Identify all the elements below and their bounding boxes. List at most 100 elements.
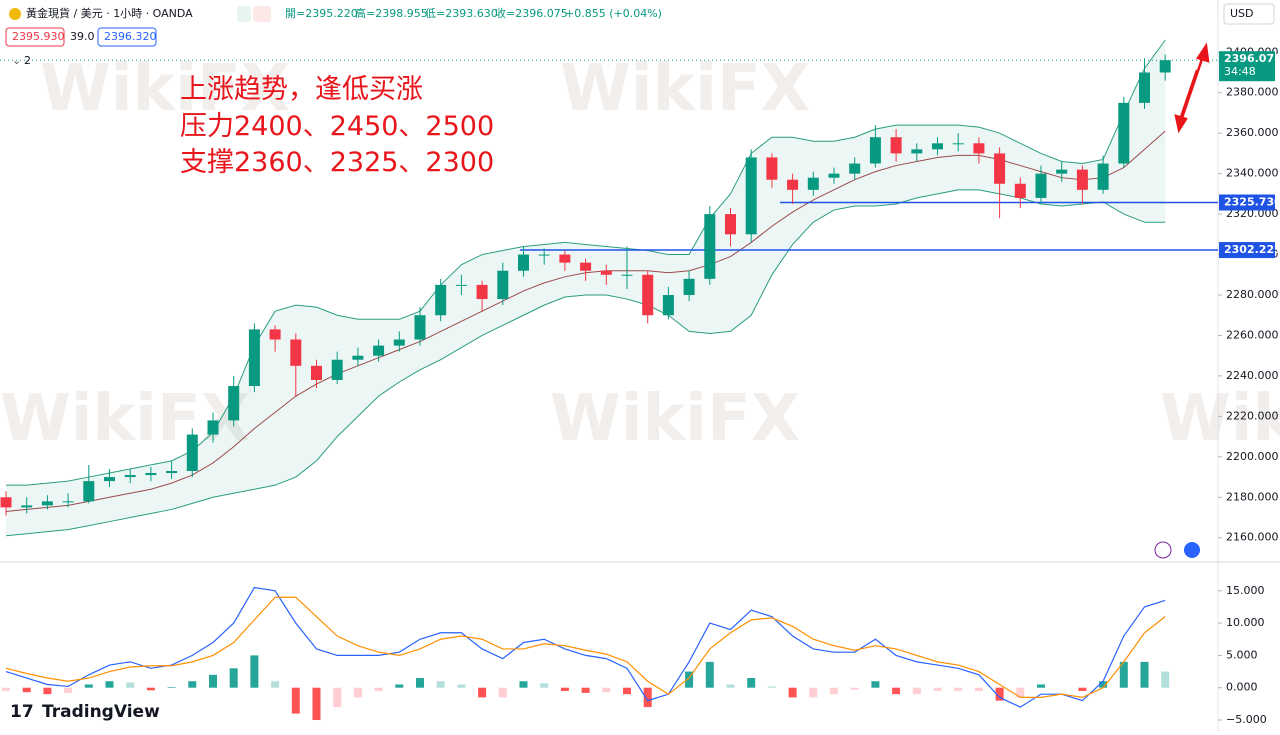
spread: 39.0 (70, 30, 95, 43)
histogram-bar (974, 687, 983, 691)
candle-body (290, 339, 302, 366)
watermark: WikiFX (40, 52, 290, 126)
candle-body (1139, 72, 1150, 103)
y-tick-label: 0.000 (1226, 681, 1258, 694)
y-tick-label: 5.000 (1226, 648, 1258, 661)
histogram-bar (1016, 687, 1025, 698)
histogram-bar (871, 681, 880, 688)
candle-body (704, 214, 716, 279)
candle-body (849, 163, 861, 174)
candle-body (911, 149, 923, 154)
candle-body (352, 355, 364, 360)
ohlc-open: 開=2395.220 (285, 7, 358, 20)
candle-body (745, 157, 757, 235)
histogram-bar (395, 684, 404, 688)
watermark: WikiFX (1160, 382, 1280, 456)
y-tick-label: 2160.000 (1226, 531, 1279, 544)
candle-body (1035, 173, 1047, 198)
candle-body (62, 501, 74, 503)
histogram-bar (436, 681, 445, 688)
histogram-bar (333, 687, 342, 708)
flag-icon[interactable] (1184, 542, 1200, 558)
histogram-bar (457, 684, 466, 688)
histogram-bar (105, 681, 114, 688)
histogram-bar (478, 687, 487, 698)
ohlc-low: 低=2393.630 (425, 7, 498, 20)
brand-logo: 17 (10, 702, 34, 722)
histogram-bar (312, 687, 321, 721)
eye-icon[interactable] (237, 6, 251, 22)
histogram-bar (767, 686, 776, 688)
histogram-bar (1161, 671, 1170, 688)
candle-body (683, 278, 695, 296)
histogram-bar (22, 687, 31, 693)
sell-button[interactable] (5, 27, 65, 47)
candle-body (455, 284, 467, 286)
candle-body (600, 270, 612, 275)
plot: 2160.000 2180.000 2200.000 2220.000 2240.000… (0, 39, 1280, 726)
candle-body (269, 329, 281, 340)
histogram-bar (291, 687, 300, 714)
histogram-bar (2, 687, 10, 691)
buy-button[interactable] (97, 27, 157, 47)
candle-body (869, 137, 881, 164)
candle-body (186, 434, 198, 471)
candle-body (1118, 102, 1130, 164)
alert-icon[interactable] (1154, 541, 1172, 559)
histogram-bar (416, 678, 424, 688)
histogram-bar (353, 687, 362, 698)
histogram-bar (954, 687, 963, 691)
candle-body (787, 179, 799, 190)
indicator-count: 2 (24, 54, 31, 67)
annotation: 上涨趋势，逢低买涨 (180, 74, 423, 105)
histogram-bar (747, 678, 756, 688)
arrow-up (1178, 55, 1205, 125)
candle-body (994, 153, 1006, 184)
histogram-bar (560, 687, 569, 691)
candle-body (311, 365, 322, 380)
y-tick-label: 2220.000 (1226, 409, 1279, 422)
histogram-bar (830, 687, 838, 695)
y-tick-label: 2180.000 (1226, 490, 1279, 503)
candle-body (662, 295, 674, 316)
histogram-bar (540, 683, 549, 688)
annotation: 支撑2360、2325、2300 (180, 147, 494, 178)
candle-body (1014, 183, 1026, 198)
histogram-bar (498, 687, 507, 698)
y-tick-label: 2240.000 (1226, 369, 1279, 382)
candle-body (21, 505, 33, 508)
watermark: WikiFX (550, 382, 800, 456)
candle-body (973, 143, 985, 154)
histogram-bar (229, 668, 238, 688)
candle-body (41, 501, 53, 506)
histogram-bar (643, 687, 652, 708)
level-label: 2302.225 (1224, 243, 1280, 256)
histogram-bar (602, 687, 611, 693)
histogram-bar (374, 687, 383, 691)
last-price-tag (1219, 51, 1275, 82)
candle-body (1076, 169, 1088, 190)
candle-body (952, 143, 964, 145)
candle-body (766, 157, 778, 180)
histogram-bar (933, 687, 942, 691)
histogram-bar (1140, 661, 1149, 688)
candle-body (207, 420, 219, 435)
level-tag (1219, 242, 1275, 259)
forecast-arrows (1174, 42, 1210, 134)
histogram-bar (705, 661, 714, 688)
ohlc-high: 高=2398.955 (355, 6, 428, 20)
histogram-bar (126, 682, 135, 688)
histogram-bar (623, 687, 631, 695)
y-tick-label: 2280.000 (1226, 288, 1279, 301)
currency-button[interactable] (1223, 3, 1275, 25)
y-tick-label: −5.000 (1226, 713, 1267, 726)
histogram-bar (892, 687, 901, 695)
countdown: 34:48 (1224, 65, 1256, 78)
histogram-bar (581, 687, 590, 693)
wave-icon[interactable] (253, 6, 271, 22)
collapse-icon[interactable]: ⌄ (12, 54, 21, 67)
histogram-bar (271, 681, 280, 688)
watermark: WikiFX (560, 52, 810, 126)
